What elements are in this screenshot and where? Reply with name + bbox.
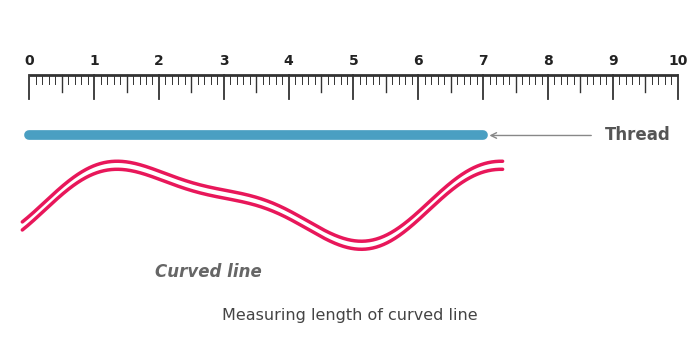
Text: 1: 1 — [89, 54, 99, 68]
Text: Measuring length of curved line: Measuring length of curved line — [222, 308, 478, 323]
Text: 7: 7 — [478, 54, 488, 68]
Text: 0: 0 — [25, 54, 34, 68]
Text: 3: 3 — [219, 54, 229, 68]
Text: 8: 8 — [543, 54, 553, 68]
Text: 6: 6 — [414, 54, 423, 68]
Text: 9: 9 — [608, 54, 617, 68]
Text: 2: 2 — [154, 54, 164, 68]
Text: 4: 4 — [284, 54, 293, 68]
Text: Thread: Thread — [605, 126, 670, 144]
Text: 10: 10 — [668, 54, 687, 68]
Text: 5: 5 — [349, 54, 358, 68]
Text: Curved line: Curved line — [155, 263, 262, 281]
